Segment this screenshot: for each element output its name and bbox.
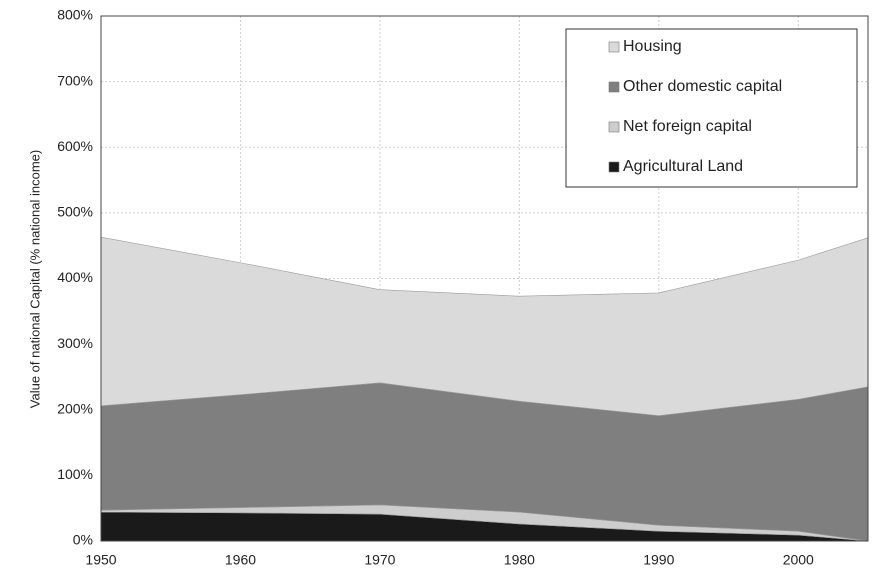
legend-swatch — [608, 41, 620, 53]
y-tick-label: 100% — [57, 466, 93, 482]
legend-swatch — [608, 81, 620, 93]
x-tick-label: 1990 — [643, 552, 674, 568]
y-tick-label: 800% — [57, 7, 93, 23]
x-tick-label: 2000 — [783, 552, 814, 568]
legend-label: Net foreign capital — [623, 118, 752, 135]
legend-label: Agricultural Land — [623, 158, 743, 175]
legend-swatch — [608, 121, 620, 133]
area — [100, 236, 869, 416]
legend-box — [565, 28, 858, 188]
legend-swatch — [608, 161, 620, 173]
y-tick-label: 500% — [57, 204, 93, 220]
legend-label: Other domestic capital — [623, 78, 782, 95]
y-tick-label: 0% — [73, 532, 93, 548]
y-tick-label: 600% — [57, 138, 93, 154]
x-tick-label: 1950 — [85, 552, 116, 568]
y-tick-label: 300% — [57, 335, 93, 351]
areas — [100, 236, 869, 542]
y-tick-label: 700% — [57, 72, 93, 88]
x-tick-label: 1970 — [364, 552, 395, 568]
legend-label: Housing — [623, 38, 682, 55]
y-axis-label: Value of national Capital (% national in… — [27, 150, 42, 408]
y-tick-label: 200% — [57, 400, 93, 416]
x-tick-label: 1980 — [504, 552, 535, 568]
y-tick-label: 400% — [57, 269, 93, 285]
x-tick-label: 1960 — [225, 552, 256, 568]
plot-frame — [100, 15, 869, 542]
